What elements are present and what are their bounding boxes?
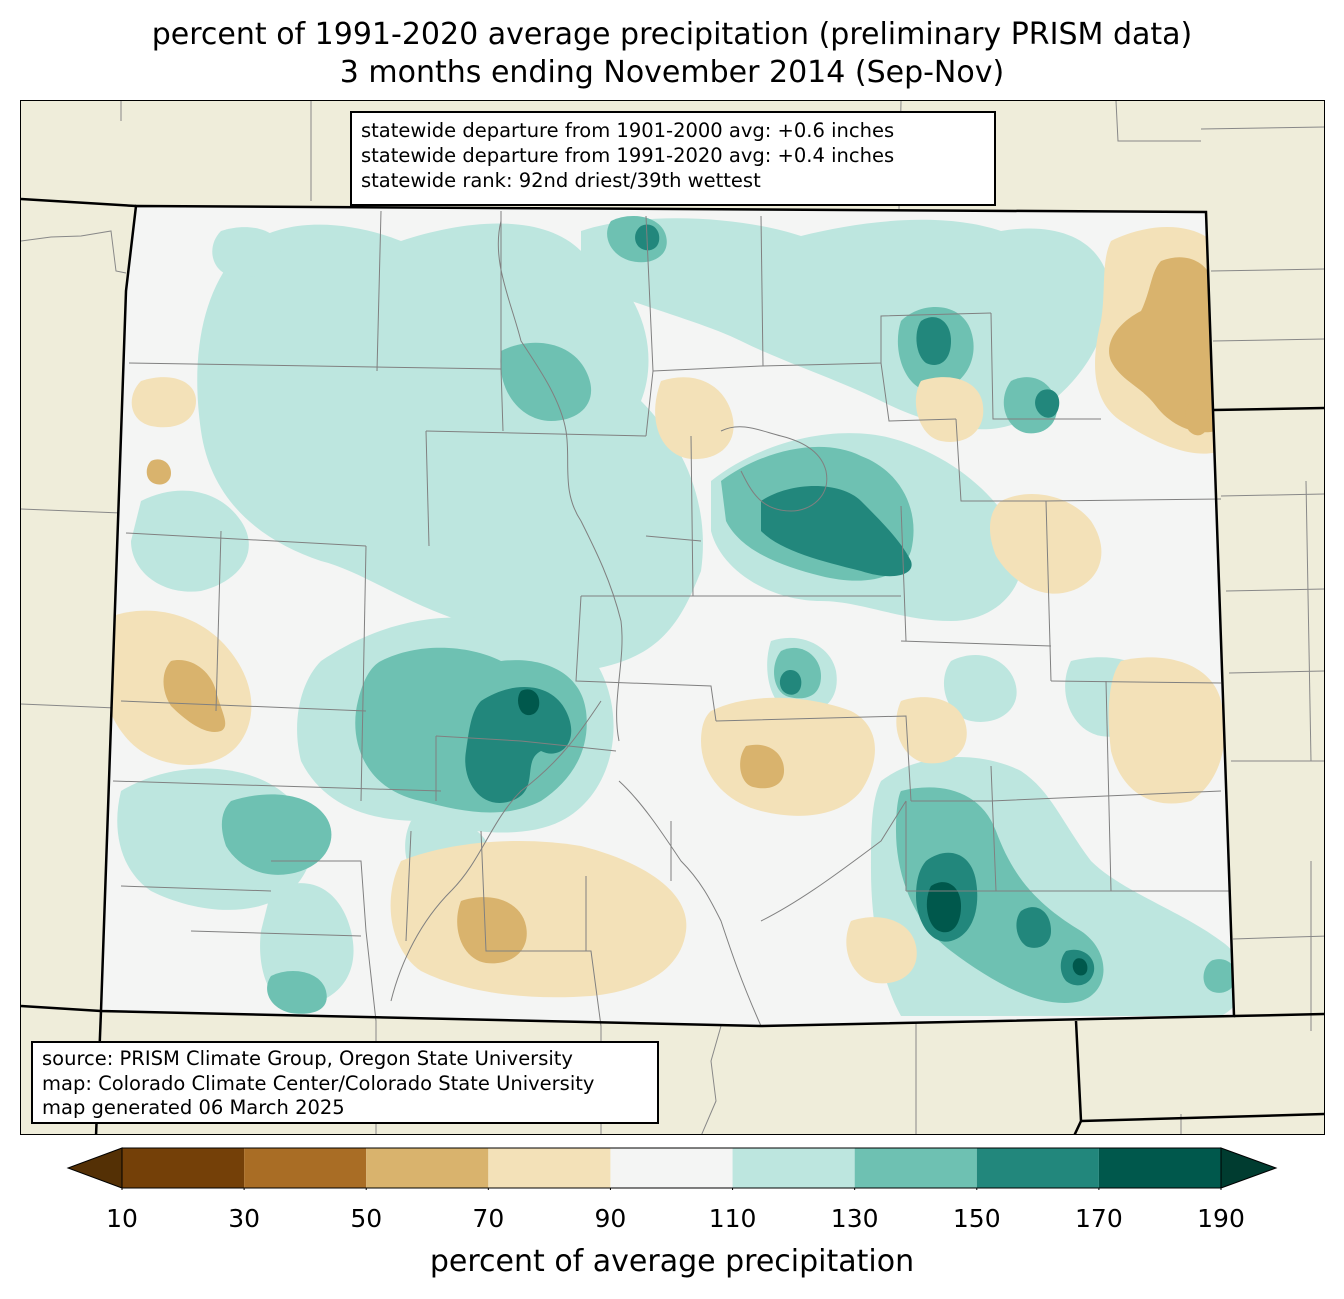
credits-source: source: PRISM Climate Group, Oregon Stat…	[42, 1047, 573, 1070]
colorbar-bin-150-170	[976, 1148, 1099, 1188]
colorado-border	[99, 204, 1236, 1028]
colorbar-label: percent of average precipitation	[429, 1244, 915, 1279]
map-title-line-2: 3 months ending November 2014 (Sep-Nov)	[339, 55, 1005, 90]
colorbar-bin-50-70	[366, 1148, 489, 1188]
stats-departure-1991-2020: statewide departure from 1991-2020 avg: …	[361, 144, 895, 167]
colorbar-tick-label: 190	[1197, 1204, 1245, 1233]
colorbar-outline	[121, 1147, 1222, 1189]
colorbar-bin-130-150	[854, 1148, 977, 1188]
map-title-line-1: percent of 1991-2020 average precipitati…	[151, 17, 1193, 52]
colorbar-bin-170-190	[1098, 1148, 1221, 1188]
colorbar-tick-label: 170	[1075, 1204, 1123, 1233]
colorbar-bin-90-110	[610, 1148, 733, 1188]
statewide-stats-box: statewide departure from 1901-2000 avg: …	[350, 111, 996, 206]
colorbar-tick-label: 90	[594, 1204, 627, 1233]
colorbar-tick-label: 150	[952, 1204, 1001, 1233]
colorbar-tick-label: 50	[350, 1204, 383, 1233]
credits-map: map: Colorado Climate Center/Colorado St…	[42, 1071, 595, 1095]
credits-box: source: PRISM Climate Group, Oregon Stat…	[31, 1041, 659, 1124]
colorbar-tick-label: 30	[228, 1204, 261, 1233]
precipitation-map	[20, 100, 1325, 1135]
colorbar-bin-30-50	[244, 1148, 367, 1188]
colorbar-under-triangle	[66, 1147, 123, 1189]
precipitation-field	[101, 206, 1234, 1026]
colorbar	[66, 1147, 1278, 1190]
colorbar-over-triangle	[1220, 1147, 1278, 1189]
colorbar-bin-110-130	[732, 1148, 855, 1188]
colorbar-tick-label: 110	[708, 1204, 757, 1233]
county-lines	[112, 210, 1231, 1027]
stats-rank: statewide rank: 92nd driest/39th wettest	[361, 169, 761, 192]
stats-departure-1901-2000: statewide departure from 1901-2000 avg: …	[361, 119, 895, 142]
colorbar-tick-label: 130	[830, 1204, 879, 1233]
colorbar-bin-70-90	[488, 1148, 611, 1188]
colorbar-bin-10-30	[122, 1148, 245, 1188]
credits-generated: map generated 06 March 2025	[42, 1096, 345, 1119]
colorbar-tick-label: 10	[106, 1204, 138, 1233]
colorbar-tick-label: 70	[472, 1204, 505, 1233]
